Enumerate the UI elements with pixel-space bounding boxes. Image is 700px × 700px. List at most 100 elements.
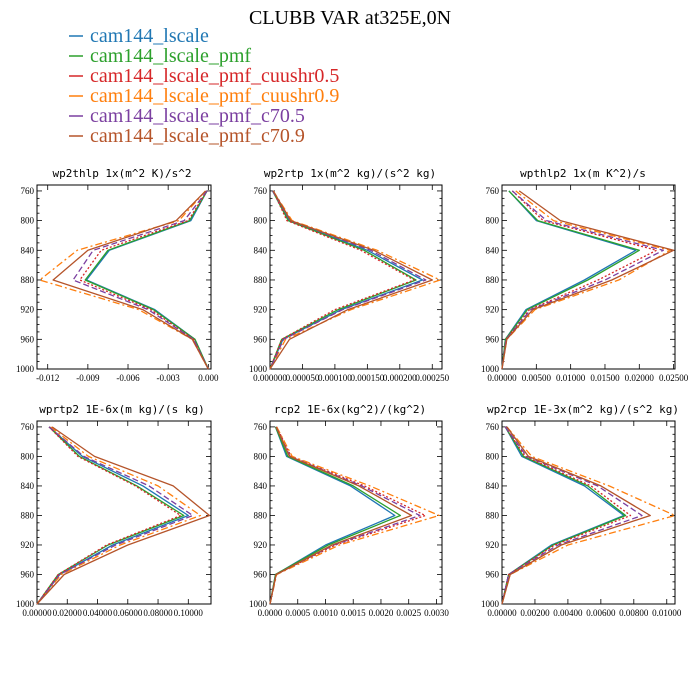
y-tick-label: 760: [21, 186, 35, 196]
y-tick-label: 960: [21, 334, 35, 344]
x-tick-label: 0.06000: [113, 608, 143, 618]
y-tick-label: 840: [254, 245, 268, 255]
legend-entry: cam144_lscale_pmf: [69, 45, 251, 67]
panel-title: wpthlp2 1x(m K^2)/s: [520, 167, 646, 180]
x-tick-label: 0.0015: [341, 608, 366, 618]
y-tick-label: 760: [21, 422, 35, 432]
plot-frame: [36, 184, 212, 370]
series-line-3: [269, 190, 415, 370]
series-line-1: [501, 190, 637, 370]
series-line-5: [72, 190, 209, 370]
x-tick-label: 0.0005: [285, 608, 310, 618]
chart-panel: wprtp2 1E-6x(m kg)/(s kg) 760 800 840 880 920…: [16, 403, 212, 618]
series-line-6: [501, 190, 675, 370]
chart-panel: wp2rcp 1E-3x(m^2 kg)/(s^2 kg) 760 800 840 88…: [481, 403, 682, 618]
x-tick-label: 0.000250: [415, 373, 449, 383]
y-tick-label: 880: [21, 510, 35, 520]
y-tick-label: 920: [254, 540, 268, 550]
legend-label: cam144_lscale_pmf_c70.5: [90, 105, 305, 127]
panel-title: wprtp2 1E-6x(m kg)/(s kg): [39, 403, 205, 416]
panel-title: rcp2 1E-6x(kg^2)/(kg^2): [274, 403, 426, 416]
series-line-4: [269, 426, 440, 605]
legend-entry: cam144_lscale_pmf_cuushr0.5: [69, 65, 339, 87]
x-tick-label: -0.009: [76, 373, 100, 383]
series-line-6: [269, 426, 413, 605]
x-tick-label: 0.00800: [619, 608, 649, 618]
chart-panel: wp2thlp 1x(m^2 K)/s^2 760 800 840 880 920 960 1…: [16, 167, 219, 383]
chart-panel: rcp2 1E-6x(kg^2)/(kg^2) 760 800 840 880 920 96…: [249, 403, 449, 618]
series-line-6: [52, 190, 209, 370]
series-line-1: [85, 190, 209, 370]
y-tick-label: 960: [21, 569, 35, 579]
legend-entry: cam144_lscale_pmf_c70.9: [69, 125, 305, 147]
series-line-5: [269, 190, 427, 370]
legend-label: cam144_lscale_pmf_c70.9: [90, 125, 305, 147]
x-tick-label: 0.0010: [313, 608, 338, 618]
x-tick-label: 0.02500: [659, 373, 689, 383]
series-line-1: [501, 426, 625, 605]
y-tick-label: 800: [486, 216, 500, 226]
series-line-3: [501, 426, 632, 605]
y-tick-label: 880: [254, 275, 268, 285]
y-tick-label: 920: [254, 305, 268, 315]
y-tick-label: 1000: [249, 364, 268, 374]
y-tick-label: 840: [254, 481, 268, 491]
y-tick-label: 760: [254, 422, 268, 432]
legend-label: cam144_lscale_pmf: [90, 45, 251, 67]
x-tick-label: 0.000050: [286, 373, 320, 383]
y-tick-label: 960: [254, 334, 268, 344]
y-tick-label: 800: [21, 216, 35, 226]
chart-panel: wpthlp2 1x(m K^2)/s 760 800 840 880 920 960 100…: [481, 167, 689, 383]
y-tick-label: 840: [21, 481, 35, 491]
x-tick-label: 0.08000: [143, 608, 173, 618]
x-tick-label: 0.01000: [556, 373, 586, 383]
plot-frame: [501, 420, 676, 605]
x-tick-label: 0.0025: [396, 608, 421, 618]
plot-frame: [269, 184, 443, 370]
y-tick-label: 840: [486, 481, 500, 491]
series-line-2: [269, 190, 417, 370]
y-tick-label: 800: [486, 451, 500, 461]
x-tick-label: 0.00500: [522, 373, 552, 383]
y-tick-label: 920: [21, 540, 35, 550]
y-tick-label: 760: [486, 186, 500, 196]
x-tick-label: 0.000200: [383, 373, 417, 383]
series-line-2: [84, 190, 209, 370]
legend-label: cam144_lscale_pmf_cuushr0.9: [90, 85, 339, 107]
x-tick-label: -0.003: [157, 373, 181, 383]
y-tick-label: 880: [486, 275, 500, 285]
y-tick-label: 920: [21, 305, 35, 315]
y-tick-label: 960: [486, 334, 500, 344]
x-tick-label: 0.000150: [350, 373, 384, 383]
y-tick-label: 880: [486, 510, 500, 520]
panel-title: wp2rcp 1E-3x(m^2 kg)/(s^2 kg): [487, 403, 679, 416]
x-tick-label: 0.00000: [22, 608, 52, 618]
x-tick-label: 0.04000: [83, 608, 113, 618]
series-line-1: [269, 190, 424, 370]
legend-label: cam144_lscale: [90, 25, 209, 47]
legend-entry: cam144_lscale_pmf_c70.5: [69, 105, 305, 127]
plot-frame: [501, 184, 676, 370]
y-tick-label: 840: [486, 245, 500, 255]
legend-entry: cam144_lscale: [69, 25, 209, 47]
y-tick-label: 880: [21, 275, 35, 285]
panel-title: wp2thlp 1x(m^2 K)/s^2: [52, 167, 191, 180]
legend-label: cam144_lscale_pmf_cuushr0.5: [90, 65, 339, 87]
series-line-5: [501, 190, 664, 370]
legend-entry: cam144_lscale_pmf_cuushr0.9: [69, 85, 339, 107]
series-line-5: [36, 426, 194, 605]
x-tick-label: 0.000000: [253, 373, 287, 383]
x-tick-label: 0.01500: [590, 373, 620, 383]
series-line-3: [79, 190, 209, 370]
series-line-5: [501, 426, 643, 605]
y-tick-label: 920: [486, 540, 500, 550]
x-tick-label: 0.00000: [487, 608, 517, 618]
y-tick-label: 1000: [16, 599, 35, 609]
figure-title: CLUBB VAR at325E,0N: [249, 7, 451, 29]
legend: cam144_lscalecam144_lscale_pmfcam144_lsc…: [69, 25, 339, 147]
series-line-3: [36, 426, 182, 605]
x-tick-label: 0.02000: [625, 373, 655, 383]
y-tick-label: 880: [254, 510, 268, 520]
y-tick-label: 920: [486, 305, 500, 315]
